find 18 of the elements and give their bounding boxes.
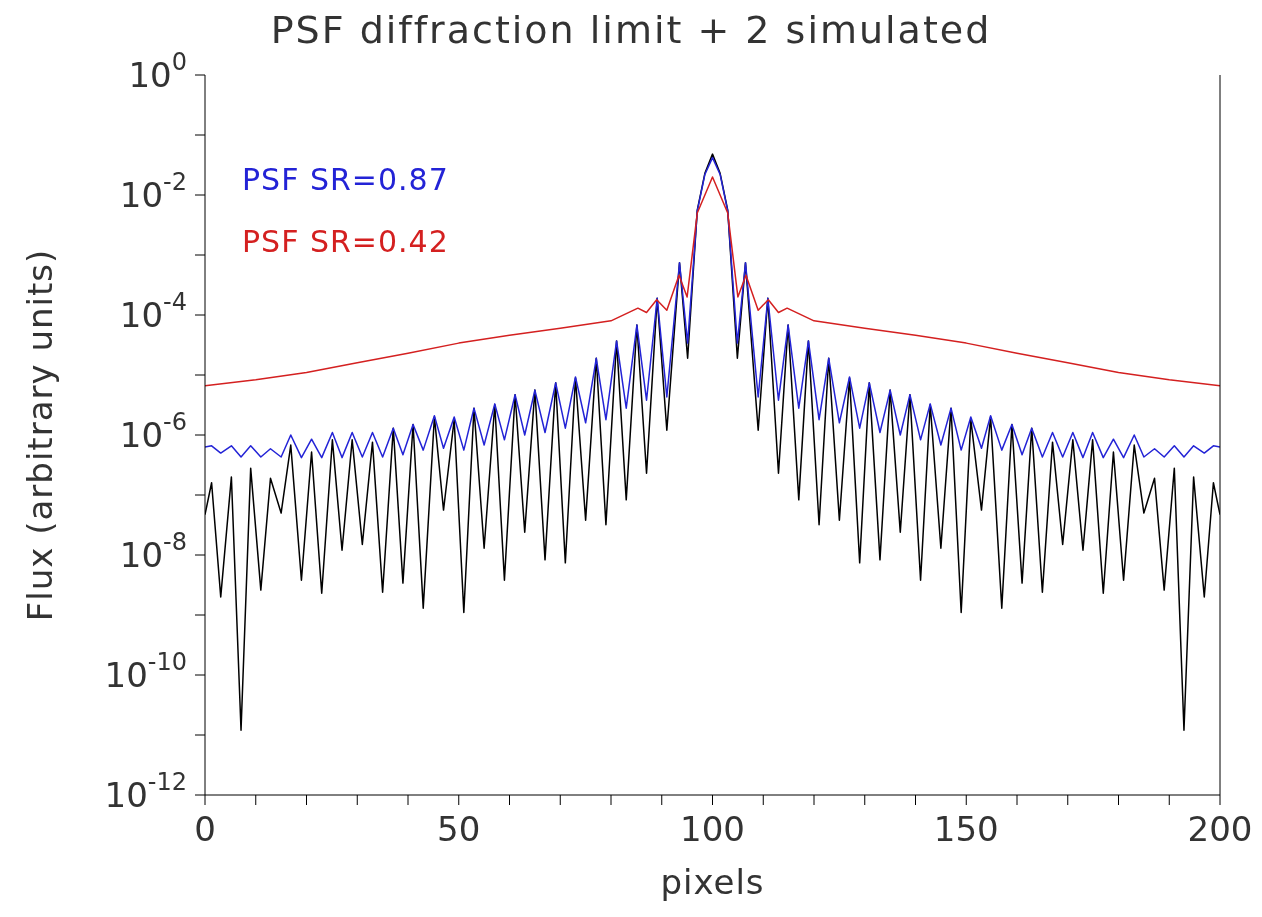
line-series: [205, 156, 1220, 459]
y-tick-label: 10$^{0}$: [128, 48, 187, 95]
x-axis-title: pixels: [659, 862, 766, 902]
text: PSF SR=0.87: [242, 162, 449, 197]
y-tick-label: 10$^{-12}$: [104, 768, 187, 815]
y-tick-label: 10$^{-4}$: [119, 288, 187, 335]
y-tick-label: 10$^{-6}$: [119, 408, 187, 455]
x-tick-label: 100: [680, 809, 745, 849]
x-tick-label: 200: [1187, 809, 1253, 849]
y-tick-label: 10$^{-2}$: [119, 168, 187, 215]
y-tick-label: 10$^{-8}$: [119, 528, 187, 575]
y-tick-label: 10$^{-10}$: [104, 648, 187, 695]
y-axis-title: Flux (arbitrary units): [20, 248, 60, 622]
chart-title: PSF diffraction limit + 2 simulated: [270, 8, 992, 52]
x-tick-label: 50: [437, 809, 481, 849]
text: PSF SR=0.42: [242, 224, 449, 259]
x-tick-label: 0: [194, 809, 216, 849]
x-tick-label: 150: [933, 809, 999, 849]
